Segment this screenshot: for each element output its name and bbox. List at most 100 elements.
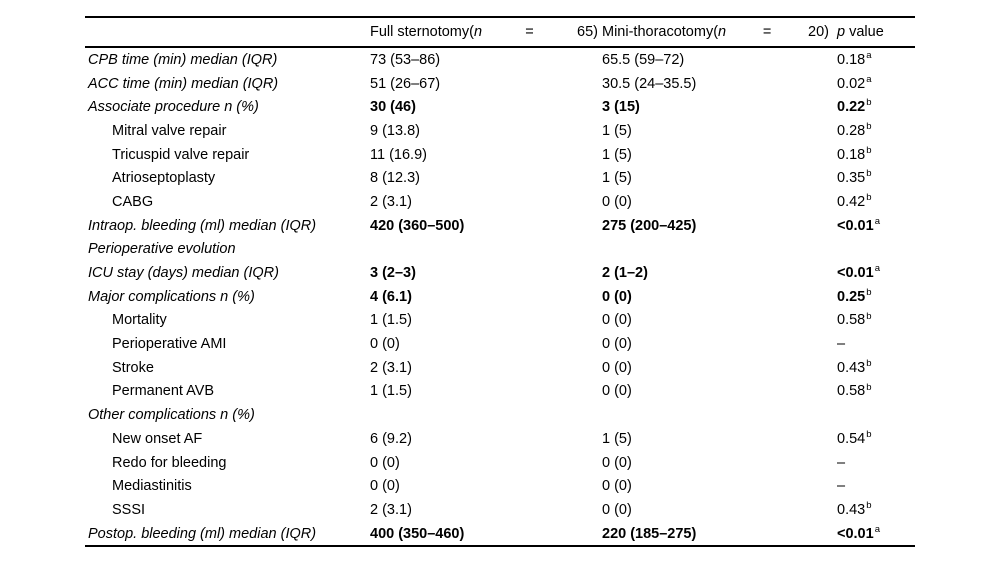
p-value-number: <0.01 [837,525,874,542]
p-value-superscript: b [866,381,872,393]
p-value-number: 0.43 [837,359,866,376]
table-row: Other complications n (%) [85,403,915,427]
p-value-number: <0.01 [837,265,874,282]
table-row: Permanent AVB 1 (1.5) 0 (0) 0.58b [85,380,915,404]
row-label: Perioperative AMI [112,336,227,353]
p-value-number: 0.43 [837,501,866,518]
mini-thoracotomy-value: 1 (5) [602,122,632,139]
p-value-number: – [837,454,846,471]
table-row: Mortality 1 (1.5) 0 (0) 0.58b [85,309,915,333]
table-row: Atrioseptoplasty 8 (12.3) 1 (5) 0.35b [85,166,915,190]
p-value-number: 0.58 [837,383,866,400]
mini-thoracotomy-value: 0 (0) [602,193,632,210]
p-value-cell [837,403,915,427]
p-value-number: 0.35 [837,170,866,187]
table-row: Perioperative evolution [85,238,915,262]
p-value-superscript: b [866,286,872,298]
row-label: Atrioseptoplasty [112,170,216,187]
table-row: Mediastinitis 0 (0) 0 (0) – [85,474,915,498]
mini-thoracotomy-value: 0 (0) [602,383,632,400]
full-sternotomy-header-prefix: Full sternotomy(n [370,24,482,40]
mini-thoracotomy-value: 1 (5) [602,430,632,447]
table-row: CABG 2 (3.1) 0 (0) 0.42b [85,190,915,214]
table-row: ICU stay (days) median (IQR) 3 (2–3) 2 (1–… [85,261,915,285]
full-sternotomy-value [370,238,602,262]
row-label: CABG [112,193,154,210]
p-value-superscript: b [866,500,872,512]
full-sternotomy-value: 0 (0) [370,336,400,353]
p-value-superscript: b [866,310,872,322]
p-value-cell: 0.42b [837,190,915,214]
full-sternotomy-value: 0 (0) [370,454,400,471]
col-header-empty [85,17,370,47]
mini-thoracotomy-value: 0 (0) [602,478,632,495]
full-sternotomy-value: 1 (1.5) [370,383,412,400]
mini-thoracotomy-value: 0 (0) [602,359,632,376]
p-value-cell: 0.22b [837,95,915,119]
table-row: CPB time (min) median (IQR) 73 (53–86) 65.… [85,47,915,72]
p-value-number: <0.01 [837,217,874,234]
row-label: SSSI [112,501,146,518]
p-value-cell: <0.01a [837,261,915,285]
p-value-number: 0.22 [837,99,866,116]
p-value-superscript: b [866,121,872,133]
table-row: Perioperative AMI 0 (0) 0 (0) – [85,332,915,356]
p-value-superscript: b [866,97,872,109]
p-value-number: 0.42 [837,193,866,210]
row-label: Associate procedure n (%) [88,99,259,116]
row-label: ACC time (min) median (IQR) [88,75,279,92]
equals-sign: = [525,24,534,40]
header-text: Full sternotomy( [370,24,474,40]
row-label: Tricuspid valve repair [112,146,250,163]
table-row: Intraop. bleeding (ml) median (IQR) 420 (… [85,214,915,238]
table-row: Redo for bleeding 0 (0) 0 (0) – [85,451,915,475]
p-value-cell: 0.43b [837,356,915,380]
p-value-number: 0.58 [837,312,866,329]
row-label: Mediastinitis [112,478,192,495]
row-label: CPB time (min) median (IQR) [88,51,278,68]
p-value-number: 0.54 [837,430,866,447]
mini-thoracotomy-value: 2 (1–2) [602,265,648,282]
mini-thoracotomy-value: 0 (0) [602,454,632,471]
full-sternotomy-value: 51 (26–67) [370,75,441,92]
mini-thoracotomy-value [602,403,837,427]
p-value-superscript: a [874,215,880,227]
full-sternotomy-value: 3 (2–3) [370,265,416,282]
n-symbol: n [718,24,727,40]
p-value-superscript: a [874,263,880,275]
row-label: Stroke [112,359,154,376]
row-label: ICU stay (days) median (IQR) [88,265,279,282]
mini-thoracotomy-value: 0 (0) [602,288,632,305]
row-label: Permanent AVB [112,383,215,400]
p-value-superscript: b [866,192,872,204]
full-sternotomy-value [370,403,602,427]
mini-thoracotomy-value: 65.5 (59–72) [602,51,685,68]
full-sternotomy-value: 11 (16.9) [370,146,427,163]
p-value-number: 0.25 [837,288,866,305]
row-label: Perioperative evolution [88,241,236,258]
group-count: 65) [577,24,598,40]
p-value-cell: 0.43b [837,498,915,522]
col-header-mini-thoracotomy: Mini-thoracotomy(n = 20) [602,17,837,47]
table-row: Tricuspid valve repair 11 (16.9) 1 (5) 0.18… [85,143,915,167]
row-label: Mortality [112,312,167,329]
mini-thoracotomy-value: 1 (5) [602,170,632,187]
full-sternotomy-value: 4 (6.1) [370,288,412,305]
p-value-cell: 0.25b [837,285,915,309]
full-sternotomy-value: 8 (12.3) [370,170,420,187]
p-value-cell: 0.35b [837,166,915,190]
p-symbol: p [837,24,846,40]
p-value-word: value [849,24,884,40]
p-value-cell [837,238,915,262]
p-value-number: – [837,336,846,353]
p-value-number: 0.02 [837,75,866,92]
table-header: Full sternotomy(n = 65) Mini-thoracotomy… [85,17,915,47]
mini-thoracotomy-header-prefix: Mini-thoracotomy(n [602,24,726,40]
p-value-superscript: b [866,168,872,180]
p-value-superscript: b [866,357,872,369]
mini-thoracotomy-value: 1 (5) [602,146,632,163]
p-value-cell: – [837,451,915,475]
p-value-cell: <0.01a [837,522,915,547]
p-value-cell: 0.02a [837,72,915,96]
